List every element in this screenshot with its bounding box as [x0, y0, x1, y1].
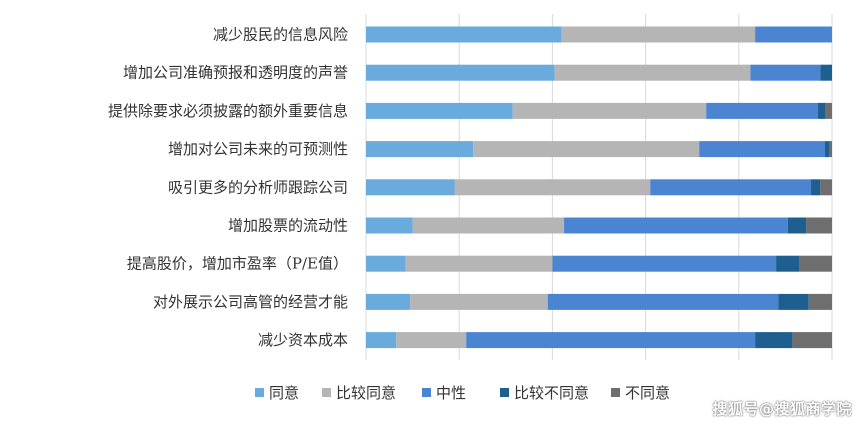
bar-segment [466, 332, 756, 349]
bar-segment [706, 102, 819, 119]
legend-swatch [322, 388, 331, 397]
watermark: 搜狐号@搜狐商学院 [712, 400, 852, 418]
bar-segment [366, 332, 397, 349]
bar-segment [818, 102, 826, 119]
bar-segment [806, 217, 832, 234]
bar-segment [554, 64, 751, 81]
bar-segment [547, 293, 779, 310]
legend-swatch [611, 388, 620, 397]
bar-segment [396, 332, 467, 349]
legend-label: 比较同意 [336, 384, 396, 402]
bar-segment [512, 102, 707, 119]
bar-segment [829, 141, 832, 158]
bar-segment [820, 64, 832, 81]
bar-segment [564, 217, 788, 234]
category-label: 提供除要求必须披露的额外重要信息 [108, 102, 348, 120]
legend-label: 比较不同意 [514, 384, 589, 402]
category-labels: 减少股民的信息风险增加公司准确预报和透明度的声誉提供除要求必须披露的额外重要信息… [108, 26, 348, 350]
bar-segment [366, 26, 562, 43]
legend-swatch [500, 388, 509, 397]
bar-segment [454, 179, 651, 196]
bar-segment [787, 217, 807, 234]
legend-label: 中性 [436, 384, 466, 402]
bar-segment [776, 255, 800, 272]
bar-segment [366, 102, 513, 119]
bar-segment [755, 332, 793, 349]
category-label: 增加股票的流动性 [228, 217, 348, 235]
legend: 同意 比较同意 中性 比较不同意 不同意 [255, 384, 670, 402]
category-label: 减少资本成本 [258, 331, 348, 349]
category-label: 增加对公司未来的可预测性 [168, 140, 348, 158]
bar-segment [366, 255, 406, 272]
bar-segment [366, 179, 455, 196]
bar-segment [650, 179, 812, 196]
bar-segment [820, 179, 832, 196]
legend-label: 不同意 [625, 384, 670, 402]
category-label: 吸引更多的分析师跟踪公司 [168, 178, 348, 196]
bar-segment [792, 332, 832, 349]
bar-segment [366, 64, 555, 81]
bar-segment [825, 102, 832, 119]
category-label: 提高股价，增加市盈率（P/E值） [127, 255, 348, 273]
bar-segment [808, 293, 832, 310]
category-label: 减少股民的信息风险 [213, 26, 348, 44]
bar-segment [366, 141, 474, 158]
legend-swatch [255, 388, 264, 397]
bar-segment [473, 141, 700, 158]
bar-segment [699, 141, 826, 158]
bars [366, 26, 832, 349]
legend-swatch [422, 388, 431, 397]
bar-segment [811, 179, 821, 196]
bar-segment [366, 217, 413, 234]
bar-segment [825, 141, 830, 158]
bar-segment [552, 255, 777, 272]
bar-segment [412, 217, 565, 234]
category-label: 对外展示公司高管的经营才能 [153, 293, 348, 311]
legend-label: 同意 [269, 384, 299, 402]
category-label: 增加公司准确预报和透明度的声誉 [123, 64, 348, 82]
bar-segment [755, 26, 832, 43]
bar-segment [366, 293, 411, 310]
bar-segment [410, 293, 548, 310]
bar-segment [561, 26, 756, 43]
bar-segment [799, 255, 832, 272]
bar-segment [405, 255, 553, 272]
bar-segment [778, 293, 809, 310]
bar-segment [750, 64, 821, 81]
